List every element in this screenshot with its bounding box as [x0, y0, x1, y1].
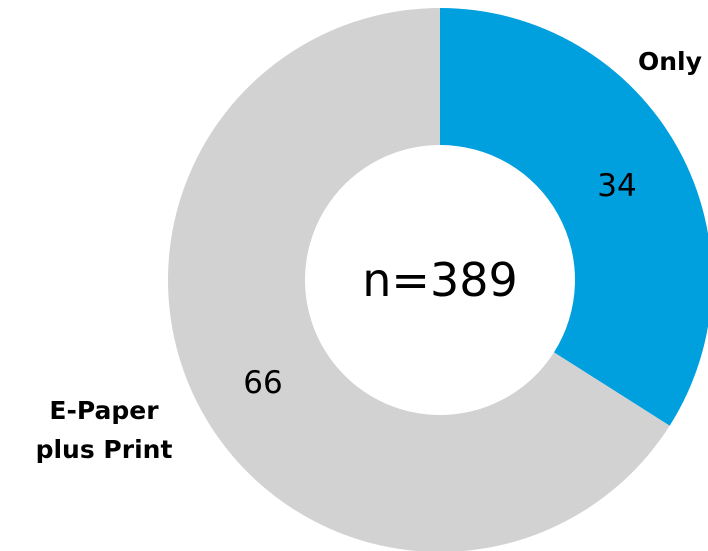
donut-slices	[168, 8, 708, 551]
slice-value-label-epaper-plus-print: 66	[243, 365, 282, 401]
slice-category-label-only: Only	[638, 47, 702, 76]
slice-category-label-epaper-line1: E-Paper	[49, 396, 159, 425]
slice-category-label-epaper-line2: plus Print	[36, 435, 173, 464]
center-sample-size-label: n=389	[362, 253, 518, 307]
slice-value-label-only: 34	[597, 168, 636, 204]
donut-slice-epaper-plus-print	[168, 8, 670, 551]
donut-slice-only	[440, 8, 708, 426]
